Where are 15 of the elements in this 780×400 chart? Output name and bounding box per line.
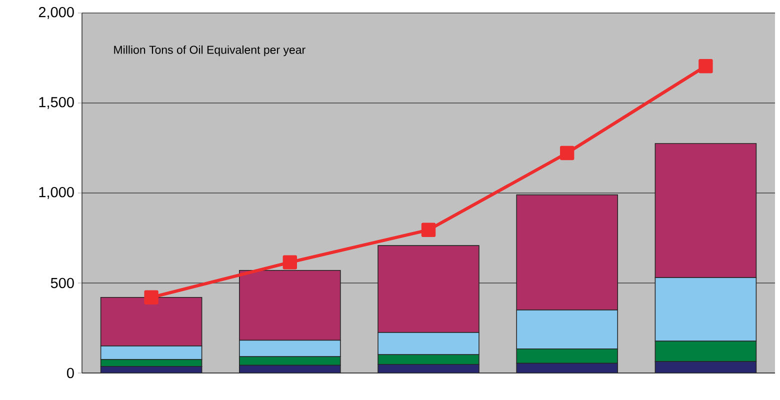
bar — [239, 364, 341, 373]
y-tick-label: 1,500 — [39, 97, 74, 109]
bar — [654, 361, 757, 373]
annotation: Million Tons of Oil Equivalent per year — [114, 45, 306, 56]
y-tick-label: 500 — [50, 278, 74, 288]
point — [698, 58, 713, 74]
y-tick-label: 2,000 — [38, 7, 74, 19]
y-tick-label: 0 — [66, 368, 74, 378]
bar — [516, 362, 618, 373]
bar — [100, 366, 202, 373]
point — [282, 255, 297, 270]
point — [144, 290, 158, 304]
point — [421, 222, 436, 237]
y-tick-label: 1,000 — [39, 187, 74, 199]
point — [560, 146, 574, 160]
